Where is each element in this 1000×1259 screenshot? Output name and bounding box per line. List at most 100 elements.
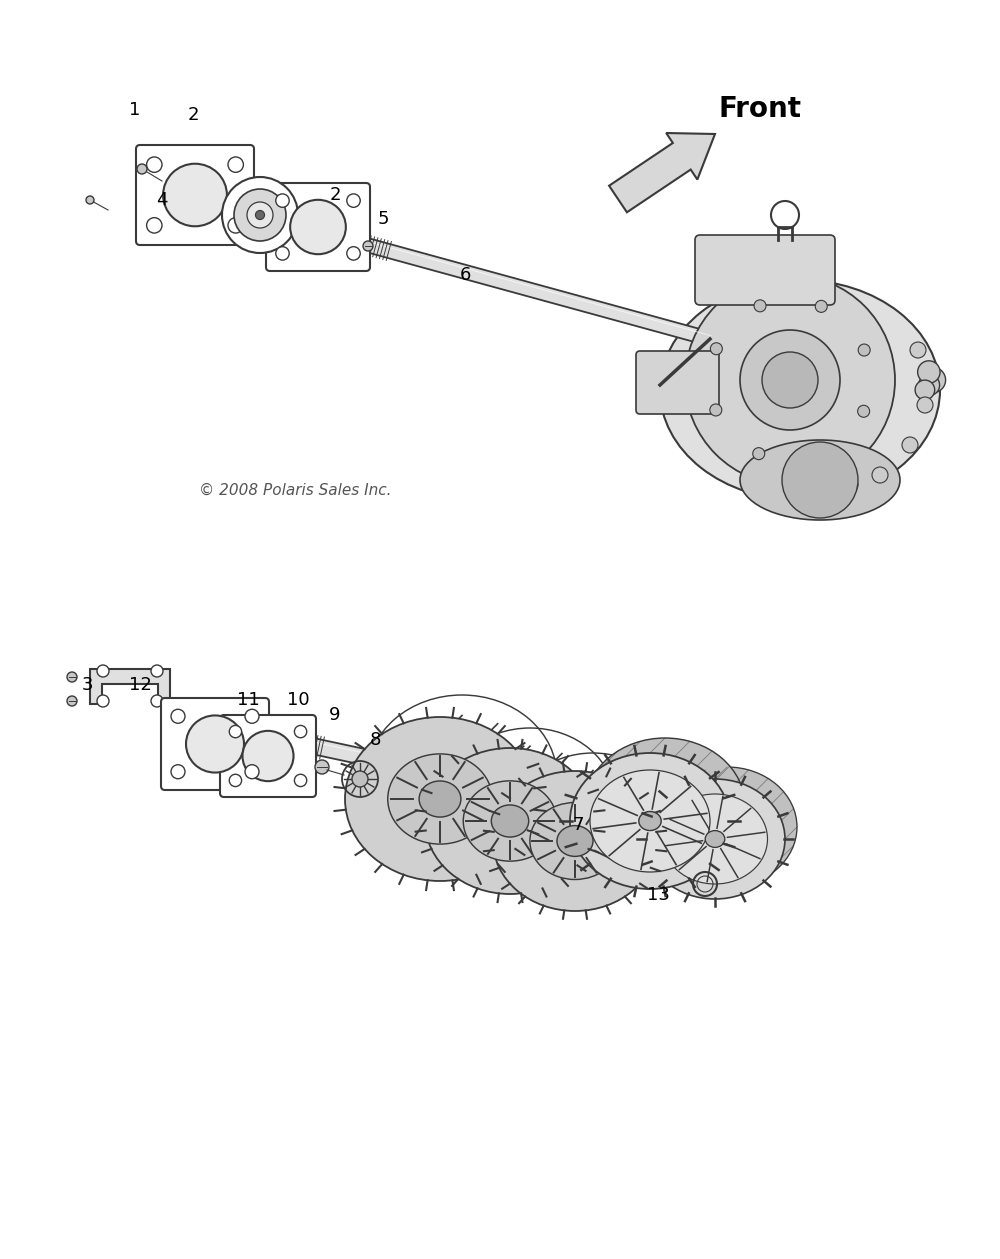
Ellipse shape — [657, 767, 797, 888]
Circle shape — [858, 344, 870, 356]
Circle shape — [245, 764, 259, 779]
Ellipse shape — [419, 781, 461, 817]
Text: 12: 12 — [129, 676, 151, 694]
Circle shape — [245, 709, 259, 723]
Text: 3: 3 — [81, 676, 93, 694]
FancyBboxPatch shape — [636, 351, 719, 414]
Circle shape — [229, 725, 242, 738]
Ellipse shape — [242, 730, 294, 781]
Circle shape — [147, 157, 162, 172]
Circle shape — [754, 300, 766, 312]
Circle shape — [234, 189, 286, 240]
Circle shape — [67, 672, 77, 682]
Text: 13: 13 — [647, 886, 669, 904]
Circle shape — [872, 467, 888, 483]
Text: 8: 8 — [369, 731, 381, 749]
Circle shape — [294, 725, 307, 738]
Ellipse shape — [483, 760, 577, 841]
Text: 5: 5 — [377, 210, 389, 228]
FancyBboxPatch shape — [695, 235, 835, 305]
Circle shape — [137, 164, 147, 174]
Polygon shape — [90, 669, 170, 704]
Circle shape — [902, 437, 918, 453]
Circle shape — [228, 157, 243, 172]
Circle shape — [229, 774, 242, 787]
Text: 10: 10 — [287, 691, 309, 709]
Circle shape — [815, 301, 827, 312]
Ellipse shape — [388, 754, 492, 844]
Circle shape — [920, 368, 946, 393]
Circle shape — [814, 448, 826, 461]
Circle shape — [753, 448, 765, 460]
Ellipse shape — [660, 279, 940, 500]
Polygon shape — [343, 232, 712, 346]
Ellipse shape — [345, 716, 535, 881]
Ellipse shape — [705, 831, 725, 847]
Circle shape — [762, 353, 818, 408]
Circle shape — [710, 404, 722, 415]
Text: 2: 2 — [329, 186, 341, 204]
Ellipse shape — [585, 738, 745, 874]
Circle shape — [363, 240, 373, 251]
Circle shape — [247, 201, 273, 228]
FancyBboxPatch shape — [161, 697, 269, 789]
Text: 2: 2 — [187, 106, 199, 123]
Circle shape — [858, 405, 870, 417]
Circle shape — [67, 696, 77, 706]
Circle shape — [151, 695, 163, 708]
Circle shape — [347, 194, 360, 208]
Circle shape — [255, 210, 265, 219]
Circle shape — [171, 764, 185, 779]
Circle shape — [915, 380, 935, 399]
Circle shape — [740, 330, 840, 431]
Polygon shape — [278, 731, 702, 837]
FancyBboxPatch shape — [266, 183, 370, 271]
Ellipse shape — [740, 439, 900, 520]
Polygon shape — [609, 133, 715, 213]
Ellipse shape — [290, 200, 346, 254]
FancyBboxPatch shape — [136, 145, 254, 246]
Text: 9: 9 — [329, 706, 341, 724]
Circle shape — [347, 247, 360, 261]
Circle shape — [151, 665, 163, 677]
Circle shape — [147, 218, 162, 233]
Ellipse shape — [639, 812, 661, 831]
Text: Front: Front — [718, 94, 802, 123]
Circle shape — [918, 361, 940, 383]
Circle shape — [917, 397, 933, 413]
Ellipse shape — [557, 826, 593, 856]
Circle shape — [222, 178, 298, 253]
Circle shape — [782, 442, 858, 517]
Circle shape — [685, 274, 895, 485]
Ellipse shape — [425, 748, 595, 894]
Ellipse shape — [463, 781, 557, 861]
Circle shape — [276, 194, 289, 208]
Circle shape — [86, 196, 94, 204]
Ellipse shape — [548, 784, 638, 861]
Text: 6: 6 — [459, 266, 471, 285]
Ellipse shape — [590, 771, 710, 872]
Circle shape — [919, 375, 940, 395]
Circle shape — [228, 218, 243, 233]
Circle shape — [97, 695, 109, 708]
Circle shape — [171, 709, 185, 723]
FancyBboxPatch shape — [220, 715, 316, 797]
Ellipse shape — [491, 805, 529, 837]
Text: 7: 7 — [572, 816, 584, 833]
Text: 1: 1 — [129, 101, 141, 120]
Circle shape — [97, 665, 109, 677]
Text: © 2008 Polaris Sales Inc.: © 2008 Polaris Sales Inc. — [199, 482, 391, 497]
Circle shape — [910, 342, 926, 358]
Ellipse shape — [645, 779, 785, 899]
Ellipse shape — [662, 794, 768, 884]
Ellipse shape — [530, 802, 620, 880]
Circle shape — [294, 774, 307, 787]
Circle shape — [276, 247, 289, 261]
Ellipse shape — [186, 715, 244, 773]
Text: 11: 11 — [237, 691, 259, 709]
Circle shape — [352, 771, 368, 787]
Ellipse shape — [570, 753, 730, 889]
Ellipse shape — [493, 771, 657, 912]
Circle shape — [315, 760, 329, 774]
Text: 4: 4 — [156, 191, 168, 209]
